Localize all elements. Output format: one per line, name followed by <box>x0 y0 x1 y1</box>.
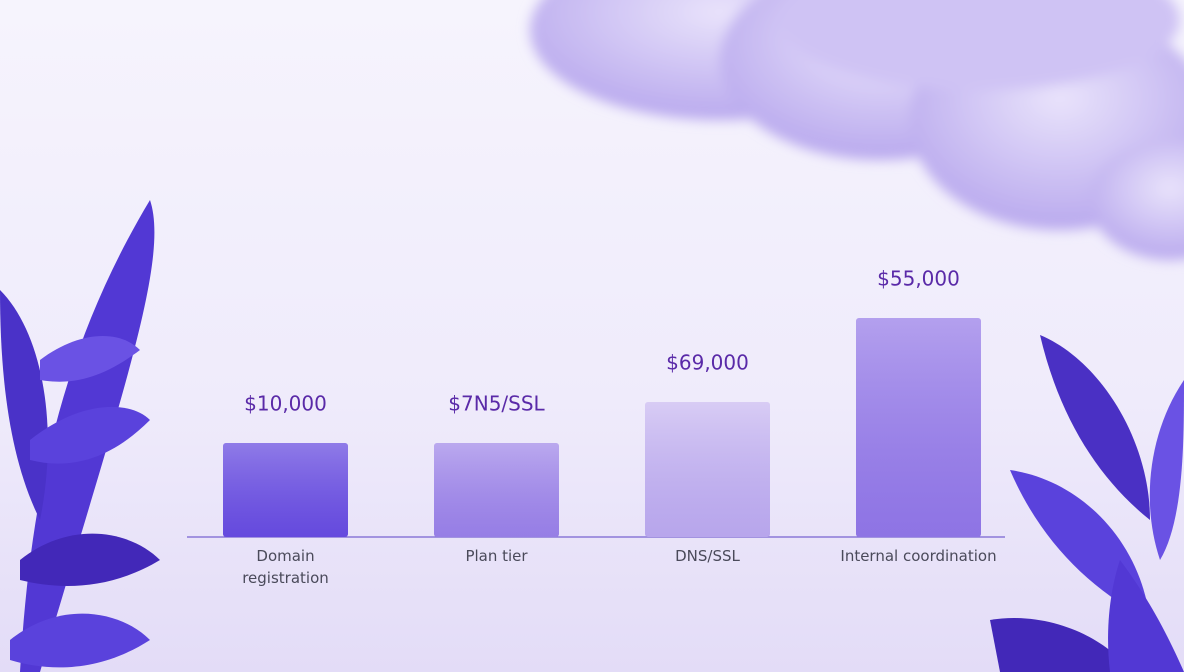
value-label: $69,000 <box>666 351 749 375</box>
value-label: $10,000 <box>244 392 327 416</box>
x-tick-label: DNS/SSL <box>675 547 740 565</box>
leaves-left <box>0 200 160 672</box>
x-label-box: DNS/SSL <box>675 547 740 565</box>
leaves-right <box>990 335 1184 672</box>
x-label-box: Internal coordination <box>840 547 997 565</box>
value-label: $7N5/SSL <box>448 392 545 416</box>
bar <box>434 443 559 537</box>
x-tick-label: Internal coordination <box>840 547 997 565</box>
bar <box>856 318 981 537</box>
x-tick-label: Domain registration <box>242 547 329 587</box>
value-label: $55,000 <box>877 267 960 291</box>
x-label-box: Domain registration <box>242 547 329 587</box>
clouds <box>530 0 1184 260</box>
bar <box>223 443 348 537</box>
bar <box>645 402 770 537</box>
x-label-box: Plan tier <box>465 547 528 565</box>
x-tick-label: Plan tier <box>465 547 528 565</box>
